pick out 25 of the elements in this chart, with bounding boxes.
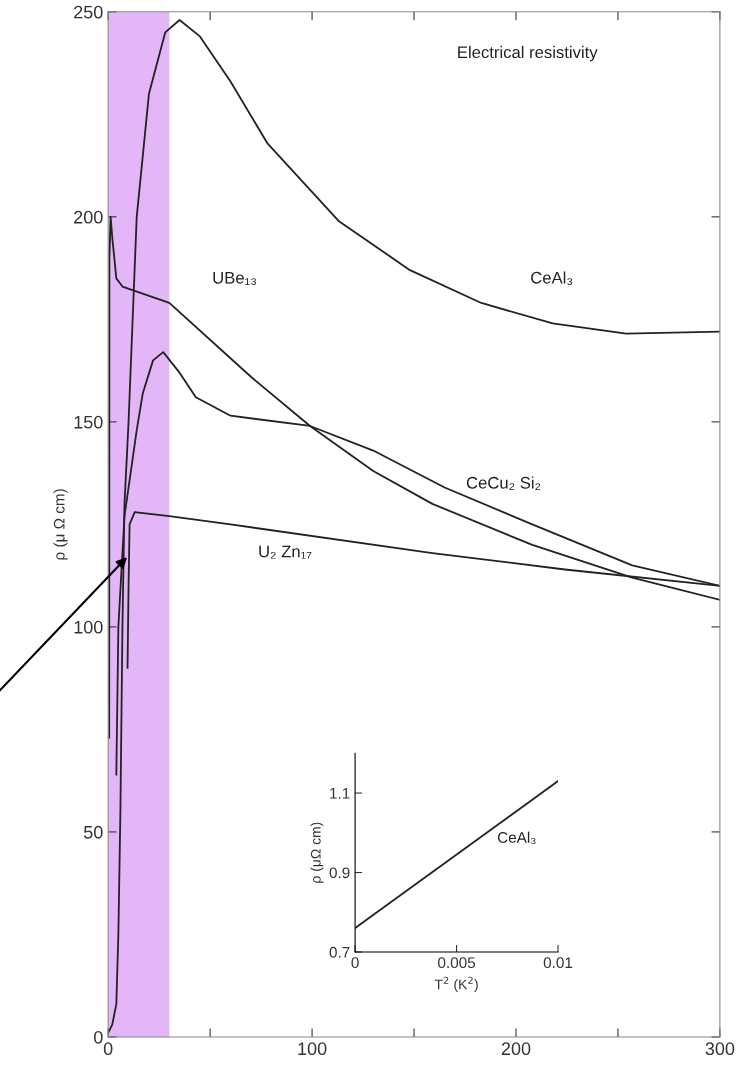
y-tick-label: 250	[74, 5, 103, 19]
x-tick-label: 0.01	[543, 957, 573, 969]
series-label: U₂ Zn₁₇	[259, 545, 312, 559]
y-tick-label: 0.7	[329, 946, 350, 958]
y-tick-label: 0.9	[329, 867, 350, 879]
y-tick-label: 1.1	[330, 788, 350, 799]
y-tick-label: 150	[74, 415, 103, 429]
series-label: CeCu₂ Si₂	[466, 476, 541, 490]
x-tick-label: 300	[705, 1042, 735, 1056]
x-tick-label: 200	[501, 1042, 531, 1056]
x-tick-label: 0.005	[438, 957, 476, 969]
annotation: Electrical resistivity	[458, 45, 598, 62]
series-label: CeAl₃	[531, 271, 573, 285]
y-tick-label: 0	[93, 1030, 103, 1044]
y-tick-label: 100	[74, 620, 103, 634]
y-tick-label: 200	[74, 210, 103, 224]
y-axis-title: ρ (μΩ cm)	[310, 822, 324, 883]
y-axis-title: ρ (μ Ω cm)	[53, 489, 68, 560]
text: UBe₁₃	[213, 272, 257, 285]
x-tick-label: 0	[351, 957, 359, 969]
x-tick-label: 0	[103, 1042, 113, 1056]
y-tick-label: 50	[83, 825, 103, 839]
x-tick-label: 100	[298, 1042, 327, 1056]
series-label: CeAl₃	[497, 831, 536, 845]
x-axis-title: T$^{2}$ (K$^{2}$)	[434, 976, 478, 993]
